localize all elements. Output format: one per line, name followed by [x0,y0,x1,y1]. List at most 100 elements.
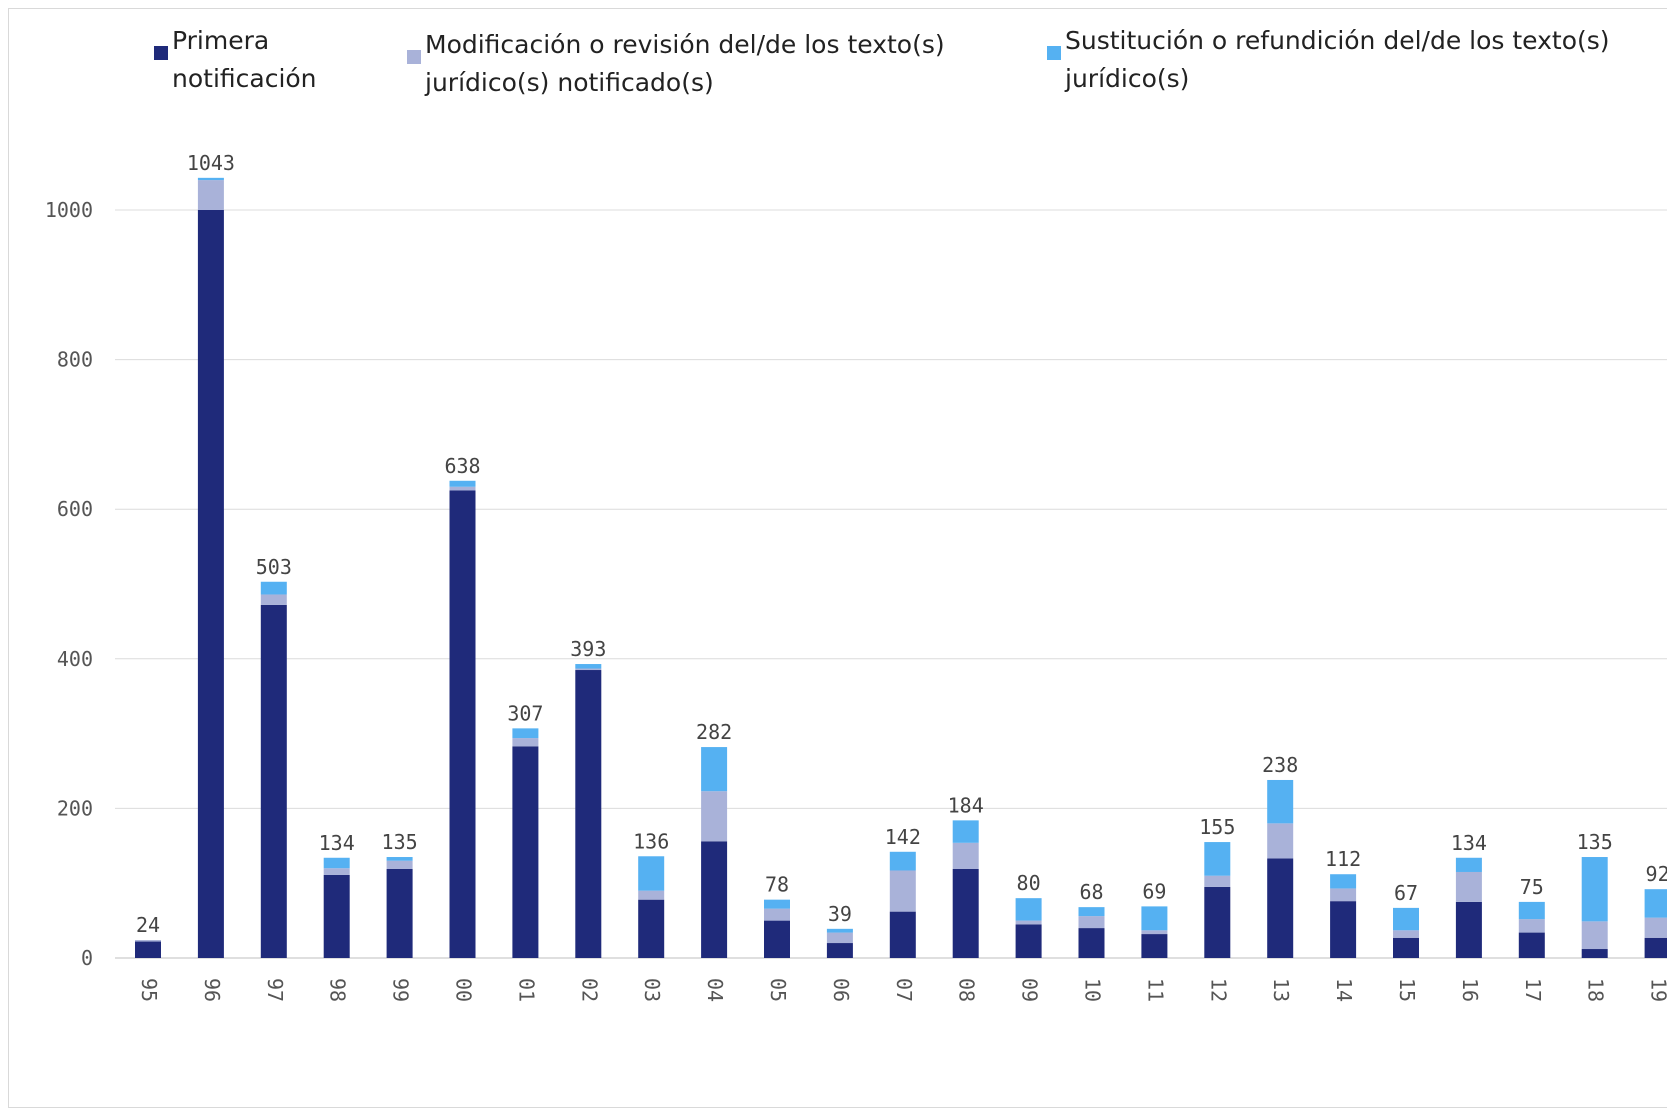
data-label-14: 112 [1325,847,1361,871]
data-label-98: 134 [319,831,355,855]
x-tick-label-10: 10 [1081,978,1105,1002]
bar-11-series-1 [1141,930,1168,935]
bar-17-series-2 [1518,901,1545,920]
bar-01-series-0 [512,746,539,958]
bar-13-series-1 [1267,823,1294,859]
x-tick-label-00: 00 [452,978,476,1002]
bar-97-series-2 [260,581,287,595]
bar-00-series-2 [449,480,476,487]
bar-09-series-0 [1015,924,1042,958]
bar-98-series-0 [323,874,350,958]
bar-99-series-0 [386,868,413,958]
y-tick-label-400: 400 [57,647,93,671]
x-tick-label-96: 96 [200,978,224,1002]
bar-10-series-0 [1078,928,1105,958]
bar-05-series-0 [764,920,790,958]
bar-15-series-2 [1393,907,1419,931]
bar-08-series-1 [952,842,979,869]
bar-16-series-1 [1455,871,1482,902]
bar-04-series-0 [701,841,728,958]
bar-98-series-2 [323,857,350,869]
x-tick-label-14: 14 [1332,978,1356,1002]
data-label-08: 184 [948,793,984,817]
bar-06-series-0 [826,943,853,958]
legend-swatch-primera [154,46,168,60]
legend: Primera notificación Modificación o revi… [0,0,1667,110]
x-tick-label-16: 16 [1458,978,1482,1002]
bar-97-series-1 [260,594,287,605]
x-tick-label-07: 07 [892,978,916,1002]
bar-12-series-0 [1204,886,1231,958]
bar-11-series-0 [1141,934,1168,958]
bar-19-series-1 [1644,917,1667,938]
bar-17-series-1 [1518,919,1545,933]
chart-plot: 0200400600800100024951043965039713498135… [45,151,1667,1002]
bar-00-series-1 [449,486,476,491]
bar-04-series-2 [701,747,728,792]
bar-12-series-2 [1204,842,1231,876]
x-tick-label-06: 06 [829,978,853,1002]
bar-03-series-2 [638,856,665,891]
bar-11-series-2 [1141,906,1168,931]
data-label-11: 69 [1142,879,1166,903]
data-label-03: 136 [633,829,669,853]
bar-18-series-0 [1581,949,1608,958]
legend-item-modificacion: Modificación o revisión del/de los texto… [407,26,1027,102]
x-tick-label-11: 11 [1143,978,1167,1002]
bar-01-series-2 [512,728,539,739]
bar-07-series-1 [889,870,916,912]
bar-17-series-0 [1518,932,1545,958]
bar-15-series-0 [1393,937,1419,958]
data-label-96: 1043 [187,151,235,175]
x-tick-label-01: 01 [514,978,538,1002]
bar-07-series-2 [889,851,916,871]
bar-09-series-1 [1015,920,1042,925]
bar-04-series-1 [701,791,728,842]
bar-95-series-1 [135,940,161,942]
bar-00-series-0 [449,490,476,958]
x-tick-label-15: 15 [1395,978,1419,1002]
x-tick-label-04: 04 [703,978,727,1002]
x-tick-label-02: 02 [577,978,601,1002]
bar-98-series-1 [323,868,350,875]
data-label-06: 39 [828,902,852,926]
bar-14-series-0 [1330,901,1357,958]
legend-label-primera: Primera notificación [172,26,317,93]
x-tick-label-98: 98 [326,978,350,1002]
data-label-18: 135 [1577,830,1613,854]
bar-05-series-2 [764,899,790,909]
bar-05-series-1 [764,908,790,921]
y-tick-label-0: 0 [81,946,93,970]
bar-18-series-2 [1581,857,1608,922]
y-tick-label-800: 800 [57,348,93,372]
bar-14-series-2 [1330,874,1357,889]
bar-09-series-2 [1015,898,1042,921]
bar-03-series-1 [638,890,665,900]
data-label-12: 155 [1199,815,1235,839]
bar-01-series-1 [512,738,539,747]
x-tick-label-17: 17 [1521,978,1545,1002]
x-tick-label-03: 03 [640,978,664,1002]
x-tick-label-05: 05 [766,978,790,1002]
bar-99-series-2 [386,857,413,861]
bar-18-series-1 [1581,921,1608,950]
bar-08-series-0 [952,868,979,958]
data-label-19: 92 [1646,862,1667,886]
x-tick-label-13: 13 [1269,978,1293,1002]
x-tick-label-18: 18 [1584,978,1608,1002]
legend-swatch-modificacion [407,50,421,64]
bar-02-series-0 [575,670,602,958]
bar-13-series-2 [1267,779,1294,824]
legend-item-primera: Primera notificación [154,22,384,98]
bar-02-series-1 [575,668,602,671]
data-label-99: 135 [382,830,418,854]
legend-item-sustitucion: Sustitución o refundición del/de los tex… [1047,22,1657,98]
x-tick-label-99: 99 [389,978,413,1002]
data-label-00: 638 [444,454,480,478]
bar-16-series-2 [1455,857,1482,872]
bar-06-series-2 [826,928,853,933]
data-label-13: 238 [1262,753,1298,777]
bar-15-series-1 [1393,930,1419,938]
y-tick-label-600: 600 [57,497,93,521]
bar-03-series-0 [638,899,665,958]
